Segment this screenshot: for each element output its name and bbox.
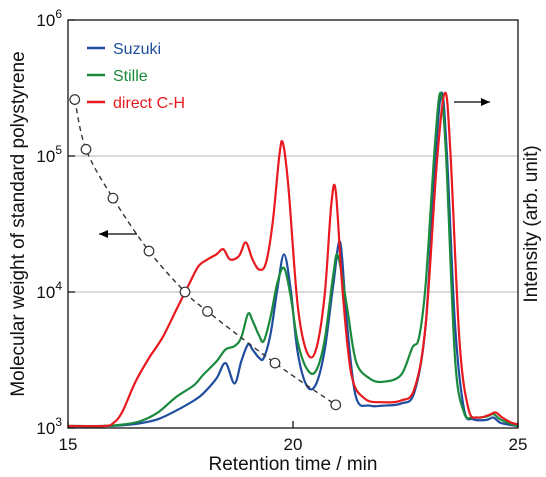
axis-arrows	[99, 98, 490, 238]
axis-ticks: 15 20 25 103 104 105 106	[36, 7, 527, 454]
x-tick-label-0: 15	[59, 435, 78, 454]
y-tick-label-3: 106	[36, 7, 62, 30]
legend: Suzuki Stille direct C-H	[87, 41, 185, 112]
y-axis-label-right: Intensity (arb. unit)	[521, 145, 542, 302]
calibration-point-4	[179, 286, 191, 298]
y-tick-label-0: 103	[36, 415, 62, 438]
series-layer	[67, 91, 519, 428]
calibration-curve	[69, 94, 342, 411]
calibration-point-6	[269, 357, 281, 369]
x-tick-label-1: 20	[284, 435, 303, 454]
calibration-line	[74, 99, 337, 406]
y-tick-label-1: 104	[36, 279, 62, 302]
series-line-stille	[67, 91, 519, 428]
x-tick-label-2: 25	[509, 435, 528, 454]
calibration-point-1	[80, 143, 92, 155]
y-tick-label-2: 105	[36, 143, 62, 166]
series-line-direct-c-h	[67, 91, 519, 428]
calibration-point-0	[69, 94, 81, 105]
calibration-point-7	[330, 399, 342, 411]
calibration-point-5	[202, 306, 213, 317]
arrow-left-icon	[99, 230, 137, 238]
legend-label-0: Suzuki	[113, 41, 161, 58]
series-line-suzuki	[67, 91, 519, 428]
legend-label-1: Stille	[113, 68, 148, 85]
gridlines	[68, 155, 518, 293]
y-axis-label-left: Molecular weight of standard polystyrene	[8, 51, 29, 396]
calibration-point-2	[107, 192, 119, 204]
x-axis-label: Retention time / min	[209, 454, 378, 475]
legend-label-2: direct C-H	[113, 95, 185, 112]
arrow-right-icon	[454, 98, 490, 106]
calibration-point-3	[143, 245, 155, 257]
